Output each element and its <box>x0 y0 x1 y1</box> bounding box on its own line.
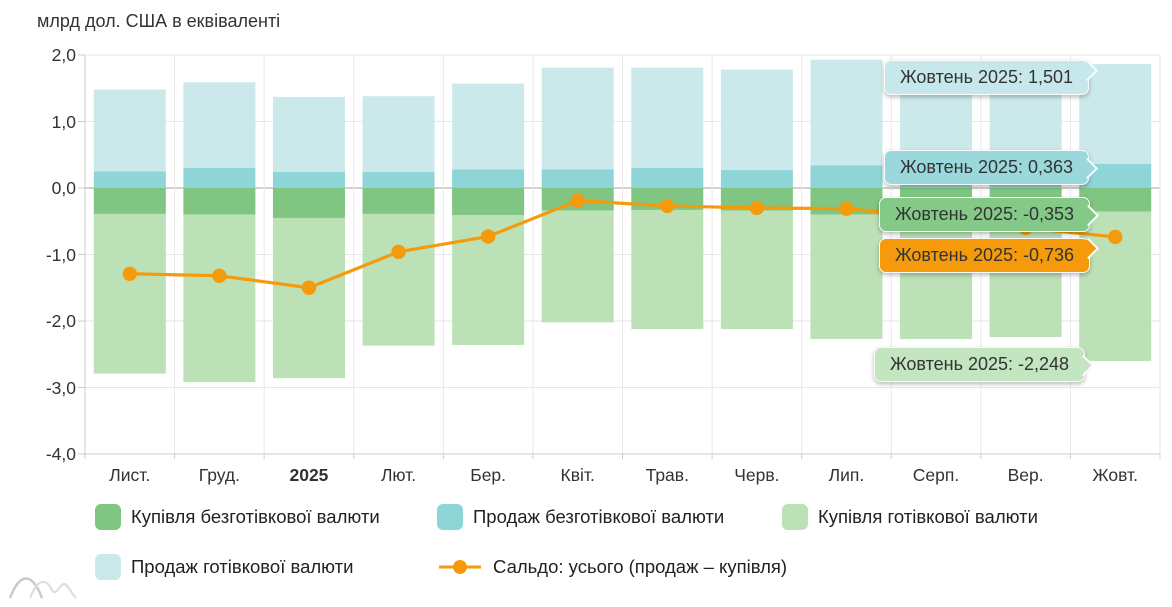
x-axis-label: Лист. <box>109 465 151 485</box>
y-axis-label: 0,0 <box>51 178 76 198</box>
bar-cash-buy[interactable] <box>541 210 614 323</box>
bar-noncash-buy[interactable] <box>93 188 166 214</box>
tooltip-cash_sell: Жовтень 2025: 1,501 <box>884 59 1099 95</box>
bar-noncash-buy[interactable] <box>1079 188 1152 212</box>
bar-noncash-sell[interactable] <box>362 172 435 188</box>
x-axis-label: Вер. <box>1007 465 1044 485</box>
bar-noncash-sell[interactable] <box>720 170 793 188</box>
legend-swatch-icon <box>95 504 121 530</box>
legend-item[interactable]: Продаж готівкової валюти <box>95 553 353 581</box>
bar-noncash-sell[interactable] <box>93 171 166 188</box>
bar-cash-sell[interactable] <box>452 83 525 170</box>
bar-cash-sell[interactable] <box>810 59 883 166</box>
bar-cash-sell[interactable] <box>720 69 793 171</box>
legend-swatch-icon <box>437 504 463 530</box>
tooltip-saldo: Жовтень 2025: -0,736 <box>879 237 1100 273</box>
x-axis-label: Трав. <box>645 465 689 485</box>
bar-cash-buy[interactable] <box>93 213 166 374</box>
x-axis-label: Жовт. <box>1092 465 1138 485</box>
bar-cash-sell[interactable] <box>362 96 435 173</box>
legend-label: Продаж готівкової валюти <box>131 556 354 577</box>
bar-cash-buy[interactable] <box>900 214 973 339</box>
bar-cash-sell[interactable] <box>631 67 704 169</box>
bar-noncash-sell[interactable] <box>541 169 614 188</box>
x-axis-label: Бер. <box>470 465 507 485</box>
legend-item[interactable]: Купівля безготівкової валюти <box>95 503 380 531</box>
bar-cash-buy[interactable] <box>183 214 256 383</box>
y-axis-label: -3,0 <box>45 377 76 398</box>
saldo-point[interactable] <box>301 280 317 295</box>
x-axis-label: Квіт. <box>560 465 595 485</box>
saldo-point[interactable] <box>839 201 854 216</box>
legend-swatch-icon <box>95 554 121 580</box>
bar-cash-sell[interactable] <box>541 67 614 170</box>
saldo-point[interactable] <box>480 229 496 244</box>
legend-label: Купівля безготівкової валюти <box>131 506 380 527</box>
legend-item[interactable]: Продаж безготівкової валюти <box>437 503 724 531</box>
saldo-point[interactable] <box>749 200 765 216</box>
bar-cash-buy[interactable] <box>631 209 704 329</box>
x-axis-label: 2025 <box>289 465 329 485</box>
bar-cash-sell[interactable] <box>1079 64 1152 164</box>
watermark-icon <box>28 580 77 599</box>
y-axis-label: -2,0 <box>45 311 76 331</box>
y-axis-label: -1,0 <box>45 244 76 265</box>
bar-noncash-buy[interactable] <box>452 188 525 216</box>
legend-label: Купівля готівкової валюти <box>818 506 1038 527</box>
tooltip-noncash_buy: Жовтень 2025: -0,353 <box>879 197 1100 232</box>
legend-item[interactable]: Сальдо: усього (продаж – купівля) <box>437 553 787 581</box>
legend-label: Сальдо: усього (продаж – купівля) <box>493 556 788 577</box>
x-axis-label: Лют. <box>380 465 417 485</box>
saldo-point[interactable] <box>660 198 675 214</box>
bar-cash-buy[interactable] <box>810 214 883 339</box>
saldo-point[interactable] <box>570 193 585 208</box>
x-axis-label: Груд. <box>198 465 241 485</box>
legend-item[interactable]: Купівля готівкової валюти <box>782 503 1038 531</box>
bar-cash-buy[interactable] <box>720 210 793 329</box>
tooltip-noncash_sell: Жовтень 2025: 0,363 <box>884 150 1099 185</box>
watermark-icon <box>8 577 44 599</box>
bar-noncash-sell[interactable] <box>810 165 883 188</box>
saldo-point[interactable] <box>391 244 406 260</box>
bar-noncash-sell[interactable] <box>452 169 525 188</box>
bar-cash-sell[interactable] <box>183 82 256 169</box>
legend-label: Продаж безготівкової валюти <box>473 506 725 527</box>
y-axis-label: 2,0 <box>51 45 76 65</box>
bar-noncash-buy[interactable] <box>183 188 256 215</box>
bar-noncash-sell[interactable] <box>631 168 704 188</box>
saldo-point[interactable] <box>122 266 137 281</box>
tooltip-cash_buy: Жовтень 2025: -2,248 <box>874 347 1095 382</box>
bar-noncash-buy[interactable] <box>720 188 793 211</box>
bar-noncash-buy[interactable] <box>272 188 345 218</box>
y-axis-label: 1,0 <box>51 111 76 132</box>
legend-line-marker-icon <box>437 554 483 580</box>
saldo-point[interactable] <box>1108 229 1123 245</box>
x-axis-label: Лип. <box>828 465 865 485</box>
bar-noncash-sell[interactable] <box>183 168 256 188</box>
bar-cash-sell[interactable] <box>93 89 166 172</box>
legend-swatch-icon <box>782 504 808 530</box>
bar-cash-sell[interactable] <box>272 96 345 173</box>
bar-cash-buy[interactable] <box>362 213 435 346</box>
chart-title: млрд дол. США в еквіваленті <box>37 11 281 31</box>
saldo-point[interactable] <box>212 268 227 283</box>
x-axis-label: Черв. <box>734 465 780 485</box>
bar-noncash-sell[interactable] <box>272 172 345 188</box>
bar-noncash-buy[interactable] <box>362 188 435 214</box>
y-axis-label: -4,0 <box>45 444 76 464</box>
x-axis-label: Серп. <box>912 465 960 485</box>
bar-cash-buy[interactable] <box>272 217 345 379</box>
